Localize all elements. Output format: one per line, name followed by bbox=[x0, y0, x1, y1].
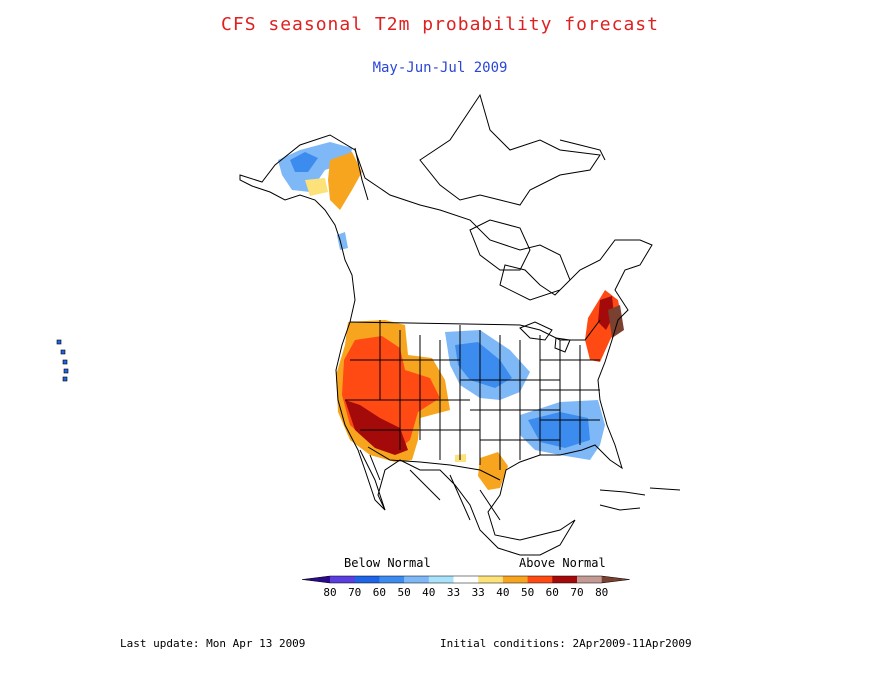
legend-tick-label: 50 bbox=[397, 586, 410, 599]
map-title: CFS seasonal T2m probability forecast bbox=[221, 14, 659, 35]
caribbean-islands bbox=[599, 487, 681, 511]
great-lakes bbox=[519, 321, 571, 353]
legend-tick-label: 40 bbox=[422, 586, 435, 599]
legend-tick-label: 33 bbox=[472, 586, 485, 599]
mexico-states bbox=[409, 469, 501, 521]
alaska-canada-border bbox=[354, 147, 369, 201]
legend-tick-label: 60 bbox=[373, 586, 386, 599]
legend-tick-label: 50 bbox=[521, 586, 534, 599]
probability-shading bbox=[278, 142, 624, 490]
legend-swatch bbox=[552, 576, 578, 583]
new-england-hot-area bbox=[608, 305, 624, 338]
legend-swatch bbox=[379, 576, 405, 583]
legend-tick-label: 80 bbox=[323, 586, 336, 599]
above-normal-label: Above Normal bbox=[519, 556, 606, 570]
legend-swatch bbox=[330, 576, 356, 583]
legend-swatch bbox=[302, 576, 330, 583]
legend-swatch bbox=[527, 576, 553, 583]
coastlines bbox=[239, 93, 681, 556]
legend-color-bar bbox=[301, 575, 630, 584]
us-state-lines-west bbox=[345, 320, 480, 460]
hawaii-islands bbox=[56, 339, 69, 382]
alaska-above-normal-area bbox=[328, 152, 362, 210]
baja-california bbox=[359, 449, 386, 511]
legend-outline bbox=[301, 575, 630, 584]
alaska-light-warm-area bbox=[305, 178, 328, 196]
map-subtitle: May-Jun-Jul 2009 bbox=[372, 60, 508, 76]
legend-swatch bbox=[577, 576, 603, 583]
legend-swatch bbox=[502, 576, 529, 583]
initial-conditions-text: Initial conditions: 2Apr2009-11Apr2009 bbox=[440, 637, 692, 650]
canada-us-border bbox=[349, 319, 601, 341]
legend-tick-label: 60 bbox=[546, 586, 559, 599]
north-america-coastline bbox=[239, 134, 653, 556]
southwest-hot-core bbox=[345, 400, 408, 455]
alaska-below-normal-area bbox=[278, 142, 352, 192]
hudson-bay bbox=[469, 219, 531, 271]
below-normal-label: Below Normal bbox=[344, 556, 431, 570]
us-mexico-border bbox=[367, 446, 501, 481]
us-state-lines-central bbox=[459, 325, 560, 470]
legend-tick-label: 40 bbox=[496, 586, 509, 599]
legend-tick-labels: 80 70 60 50 40 33 33 40 50 60 70 80 bbox=[323, 586, 608, 599]
legend-swatch bbox=[428, 576, 454, 583]
legend-swatch bbox=[453, 576, 479, 583]
legend-swatch bbox=[354, 576, 380, 583]
legend-swatch bbox=[404, 576, 430, 583]
legend-tick-label: 70 bbox=[570, 586, 583, 599]
legend-tick-label: 33 bbox=[447, 586, 460, 599]
legend-tick-label: 70 bbox=[348, 586, 361, 599]
northern-plains-cool-inner bbox=[455, 342, 512, 388]
legend-tick-label: 80 bbox=[595, 586, 608, 599]
arctic-islands bbox=[419, 93, 601, 206]
alaska-below-normal-core bbox=[290, 152, 318, 172]
last-update-text: Last update: Mon Apr 13 2009 bbox=[120, 637, 306, 650]
southeast-cool-inner bbox=[528, 412, 590, 448]
legend-swatch bbox=[478, 576, 504, 583]
se-alaska-below-normal-area bbox=[337, 232, 348, 250]
legend-swatch bbox=[601, 576, 630, 583]
greenland-edge bbox=[559, 139, 606, 161]
us-state-lines-east bbox=[540, 340, 600, 450]
